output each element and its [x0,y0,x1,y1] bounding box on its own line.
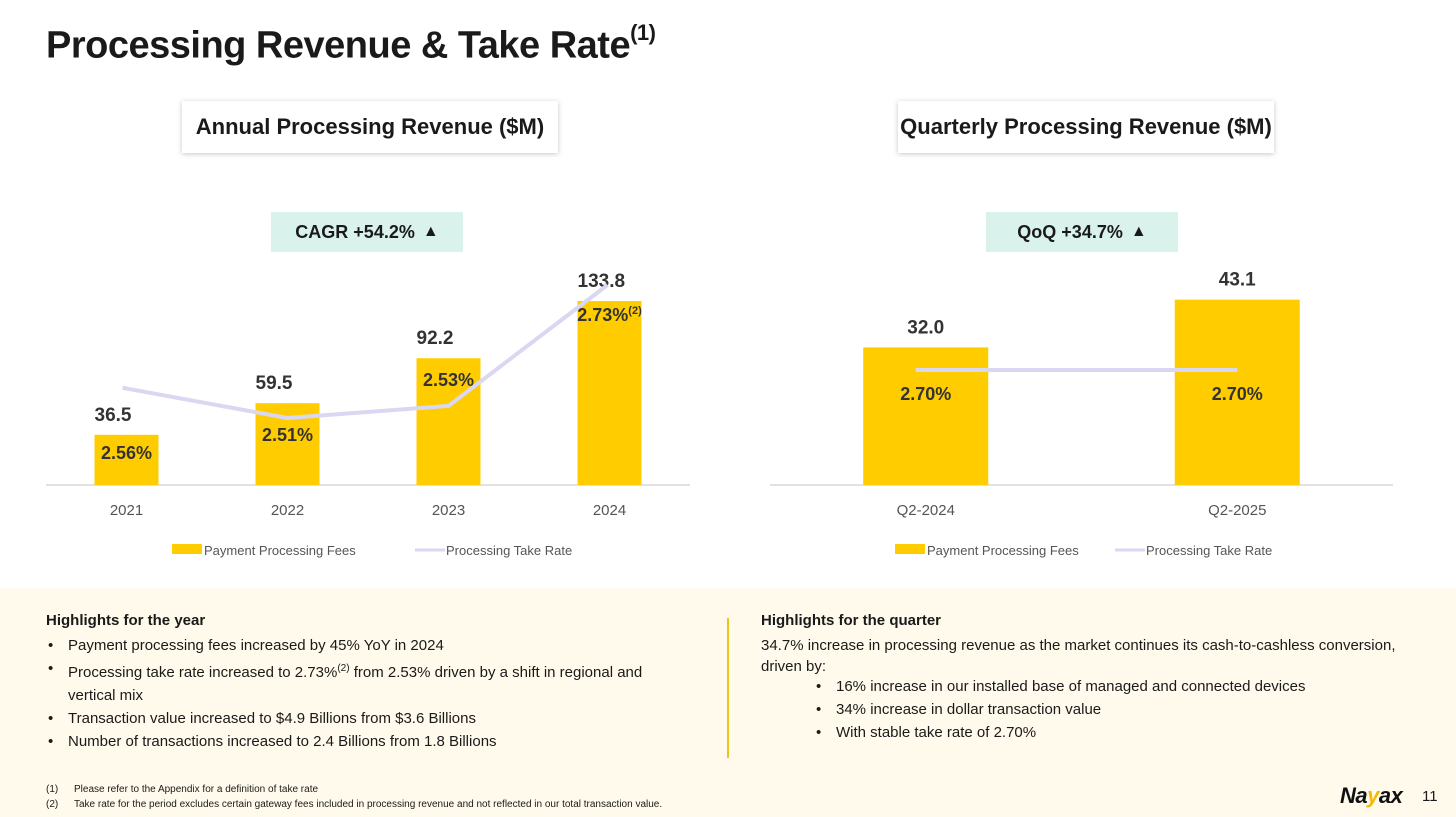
footnote-2: (2) Take rate for the period excludes cer… [46,799,663,810]
bar-2021 [94,434,159,485]
legend-bar-swatch [172,544,202,554]
bar-value-label: 36.5 [95,405,132,426]
take-rate-label: 2.56% [101,443,152,463]
legend-bar-swatch [895,544,925,554]
processing-revenue-charts: 36.5 2021 59.5 2022 92.2 2023 133.8 2024 2.56% 2.… [46,270,1393,558]
qoq-badge: QoQ +34.7% ▲ [986,212,1178,252]
quarterly-chart-title: Quarterly Processing Revenue ($M) [898,101,1274,153]
bar-2024 [577,301,642,485]
quarter-highlights-title: Highlights for the quarter [761,612,941,629]
legend-label: Payment Processing Fees [927,543,1079,558]
x-tick-label: 2021 [110,502,143,519]
bar-value-label: 133.8 [578,271,626,292]
footnote-1: (1) Please refer to the Appendix for a de… [46,784,319,795]
page-number: 11 [1422,788,1438,805]
highlights-divider [727,618,729,758]
qoq-badge-text: QoQ +34.7% [1017,221,1123,242]
take-rate-line [122,283,609,420]
list-item: Payment processing fees increased by 45%… [46,634,686,657]
list-item: 34% increase in dollar transaction value [814,698,1414,721]
take-rate-footnote-ref: (2) [628,305,642,317]
list-item: Number of transactions increased to 2.4 … [46,730,686,753]
triangle-up-icon: ▲ [422,223,439,240]
take-rate-label: 2.73%(2) [577,305,642,325]
quarter-highlights-list: 16% increase in our installed base of ma… [814,675,1414,744]
bar-value-label: 32.0 [907,317,944,338]
take-rate-label: 2.70% [1212,384,1263,404]
bar-value-label: 59.5 [256,373,293,394]
bar-value-label: 92.2 [417,328,454,349]
cagr-badge-text: CAGR +54.2% [295,221,415,242]
take-rate-label: 2.53% [423,370,474,390]
year-highlights-list: Payment processing fees increased by 45%… [46,634,686,753]
x-tick-label: Q2-2024 [897,502,955,519]
x-tick-label: 2023 [432,502,465,519]
nayax-logo: Nayax [1340,783,1403,808]
list-item: Processing take rate increased to 2.73%(… [46,657,686,707]
legend-label: Payment Processing Fees [204,543,356,558]
take-rate-label: 2.70% [900,384,951,404]
x-tick-label: Q2-2025 [1208,502,1266,519]
year-highlights-title: Highlights for the year [46,612,206,629]
cagr-badge: CAGR +54.2% ▲ [271,212,463,252]
footnotes: (1) Please refer to the Appendix for a de… [46,782,662,812]
list-item: With stable take rate of 2.70% [814,721,1414,744]
list-item: 16% increase in our installed base of ma… [814,675,1414,698]
x-tick-label: 2024 [593,502,626,519]
triangle-up-icon: ▲ [1130,223,1147,240]
title-footnote-ref: (1) [630,20,656,45]
bar-Q2-2025 [1174,299,1300,485]
page-title: Processing Revenue & Take Rate(1) [46,20,656,67]
quarter-highlights-intro: 34.7% increase in processing revenue as … [761,637,1396,675]
bar-2023 [416,358,481,485]
x-tick-label: 2022 [271,502,304,519]
annual-chart-title: Annual Processing Revenue ($M) [182,101,558,153]
take-rate-label: 2.51% [262,425,313,445]
list-item: Transaction value increased to $4.9 Bill… [46,707,686,730]
bar-value-label: 43.1 [1219,270,1256,291]
legend-label: Processing Take Rate [446,543,572,558]
legend-label: Processing Take Rate [1146,543,1272,558]
